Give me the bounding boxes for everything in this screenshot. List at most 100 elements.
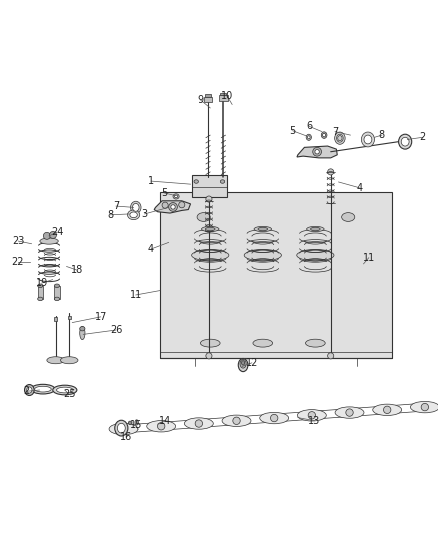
Ellipse shape xyxy=(54,284,60,287)
Ellipse shape xyxy=(253,339,272,347)
Ellipse shape xyxy=(184,418,213,429)
Ellipse shape xyxy=(38,297,43,301)
Text: 6: 6 xyxy=(306,122,312,131)
Ellipse shape xyxy=(117,423,125,433)
Ellipse shape xyxy=(31,384,55,394)
Ellipse shape xyxy=(109,423,138,435)
Bar xyxy=(38,286,43,299)
Ellipse shape xyxy=(220,180,225,183)
Circle shape xyxy=(206,196,212,202)
Ellipse shape xyxy=(80,327,85,340)
Ellipse shape xyxy=(115,420,128,436)
Ellipse shape xyxy=(335,132,345,144)
Bar xyxy=(219,95,228,101)
Ellipse shape xyxy=(57,387,73,393)
Ellipse shape xyxy=(307,227,324,232)
Ellipse shape xyxy=(410,401,438,413)
Ellipse shape xyxy=(27,387,32,393)
Circle shape xyxy=(128,421,132,425)
Ellipse shape xyxy=(335,407,364,418)
Ellipse shape xyxy=(53,385,77,395)
Text: 15: 15 xyxy=(130,420,142,430)
Circle shape xyxy=(179,201,185,208)
Text: 26: 26 xyxy=(110,325,122,335)
Ellipse shape xyxy=(127,210,140,220)
Bar xyxy=(204,96,212,102)
Circle shape xyxy=(421,403,428,411)
Text: 25: 25 xyxy=(63,390,75,399)
Ellipse shape xyxy=(197,213,210,221)
Bar xyxy=(220,93,226,95)
Ellipse shape xyxy=(194,180,198,183)
Circle shape xyxy=(171,205,175,209)
Ellipse shape xyxy=(336,134,343,142)
Text: 1: 1 xyxy=(148,176,154,186)
Ellipse shape xyxy=(322,133,326,137)
Text: 9: 9 xyxy=(198,95,204,105)
Text: 8: 8 xyxy=(107,210,113,220)
Ellipse shape xyxy=(135,420,138,425)
Ellipse shape xyxy=(25,384,34,395)
Ellipse shape xyxy=(364,135,372,144)
Ellipse shape xyxy=(35,386,51,392)
Ellipse shape xyxy=(238,359,248,372)
Ellipse shape xyxy=(242,361,244,365)
Ellipse shape xyxy=(205,227,215,231)
Text: 11: 11 xyxy=(130,290,142,300)
Ellipse shape xyxy=(401,138,409,146)
Text: 16: 16 xyxy=(120,432,132,442)
Ellipse shape xyxy=(222,415,251,426)
Text: 13: 13 xyxy=(308,416,321,426)
Ellipse shape xyxy=(305,339,325,347)
Text: 17: 17 xyxy=(95,312,107,322)
Ellipse shape xyxy=(338,135,342,141)
Circle shape xyxy=(49,231,57,238)
Polygon shape xyxy=(154,201,191,213)
Ellipse shape xyxy=(47,357,64,364)
Ellipse shape xyxy=(254,227,272,232)
Circle shape xyxy=(120,425,127,433)
Ellipse shape xyxy=(321,132,327,139)
Circle shape xyxy=(206,353,212,359)
Text: 7: 7 xyxy=(332,127,338,136)
Circle shape xyxy=(233,417,240,424)
Bar xyxy=(192,175,227,197)
Circle shape xyxy=(328,169,334,175)
Circle shape xyxy=(195,420,202,427)
Ellipse shape xyxy=(60,357,78,364)
Bar xyxy=(54,317,57,321)
Text: 5: 5 xyxy=(290,126,296,136)
Ellipse shape xyxy=(132,204,139,211)
Text: 4: 4 xyxy=(148,244,154,254)
Ellipse shape xyxy=(54,297,60,301)
Ellipse shape xyxy=(258,227,268,231)
Ellipse shape xyxy=(297,250,334,261)
Ellipse shape xyxy=(311,227,320,231)
Ellipse shape xyxy=(80,327,85,331)
Ellipse shape xyxy=(361,132,374,147)
Text: 14: 14 xyxy=(159,416,172,426)
Text: 2: 2 xyxy=(23,386,29,397)
Ellipse shape xyxy=(307,136,310,139)
Circle shape xyxy=(384,406,391,414)
Ellipse shape xyxy=(200,339,220,347)
Text: 10: 10 xyxy=(221,91,233,101)
Bar xyxy=(54,286,60,299)
Text: 3: 3 xyxy=(141,209,148,219)
Ellipse shape xyxy=(240,359,246,368)
Text: 4: 4 xyxy=(356,183,362,192)
Ellipse shape xyxy=(173,194,179,199)
Text: 22: 22 xyxy=(11,257,24,267)
Circle shape xyxy=(271,414,278,422)
Circle shape xyxy=(346,409,353,416)
Bar xyxy=(160,192,392,359)
Text: 2: 2 xyxy=(420,132,426,142)
Text: 19: 19 xyxy=(35,278,48,288)
Ellipse shape xyxy=(399,134,412,149)
Text: 11: 11 xyxy=(363,253,375,263)
Text: 12: 12 xyxy=(246,358,258,368)
Circle shape xyxy=(328,353,334,359)
Circle shape xyxy=(43,232,50,239)
Text: 23: 23 xyxy=(12,236,25,246)
Ellipse shape xyxy=(201,227,219,232)
